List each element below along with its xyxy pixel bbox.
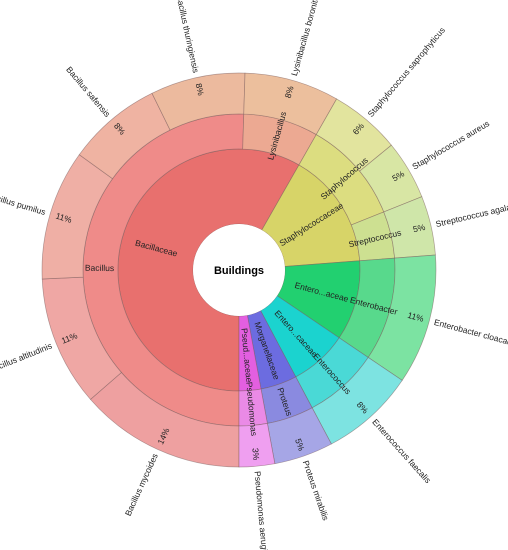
species-pct-bacillus-thuringiensis: 8%	[194, 82, 206, 97]
species-arc-pseudomonas-aeruginosa	[238, 422, 276, 468]
center-label: Buildings	[214, 265, 264, 277]
species-pct-lysinibacillus-boronitolerans: 8%	[283, 84, 296, 99]
center-hole	[193, 224, 285, 316]
species-label-bacillus-altitudinis: Bacillus altitudinis	[0, 341, 53, 375]
species-pct-enterobacter-cloacae: 11%	[406, 310, 425, 324]
species-label-streptococcus-agalactiae: Streptococcus agalactiae	[435, 198, 508, 229]
species-label-staphylococcus-aureus: Staphylococcus aureus	[410, 118, 491, 171]
species-label-pseudomonas-aeruginosa: Pseudomonas aeruginosa	[252, 471, 271, 550]
genus-label-pseudomonas: Pseudomonas	[244, 381, 259, 436]
species-pct-streptococcus-agalactiae: 5%	[412, 222, 427, 235]
genus-label-bacillus: Bacillus	[85, 263, 114, 273]
species-pct-proteus-mirabilis: 5%	[293, 437, 307, 452]
species-pct-pseudomonas-aeruginosa: 3%	[250, 447, 261, 461]
species-label-proteus-mirabilis: Proteus mirabilis	[301, 459, 331, 522]
species-label-enterococcus-faecalis: Enterococcus faecalis	[370, 417, 433, 485]
arc-layer	[41, 72, 437, 468]
species-label-bacillus-safensis: Bacillus safensis	[64, 64, 112, 118]
species-label-bacillus-thuringiensis: Bacillus thuringiensis	[174, 0, 201, 74]
species-label-bacillus-pumilus: Bacillus pumilus	[0, 190, 47, 217]
species-label-bacillus-mycoides: Bacillus mycoides	[123, 452, 160, 518]
species-pct-bacillus-pumilus: 11%	[55, 211, 74, 225]
family-label-pseudomonadaceae: Pseud...aceae	[239, 328, 254, 383]
species-label-lysinibacillus-boronitolerans: Lysinibacillus boronitolerans	[289, 0, 327, 77]
species-label-enterobacter-cloacae: Enterobacter cloacae	[433, 317, 508, 347]
species-label-staphylococcus-saprophyticus: Staphylococcus saprophyticus	[366, 25, 447, 119]
